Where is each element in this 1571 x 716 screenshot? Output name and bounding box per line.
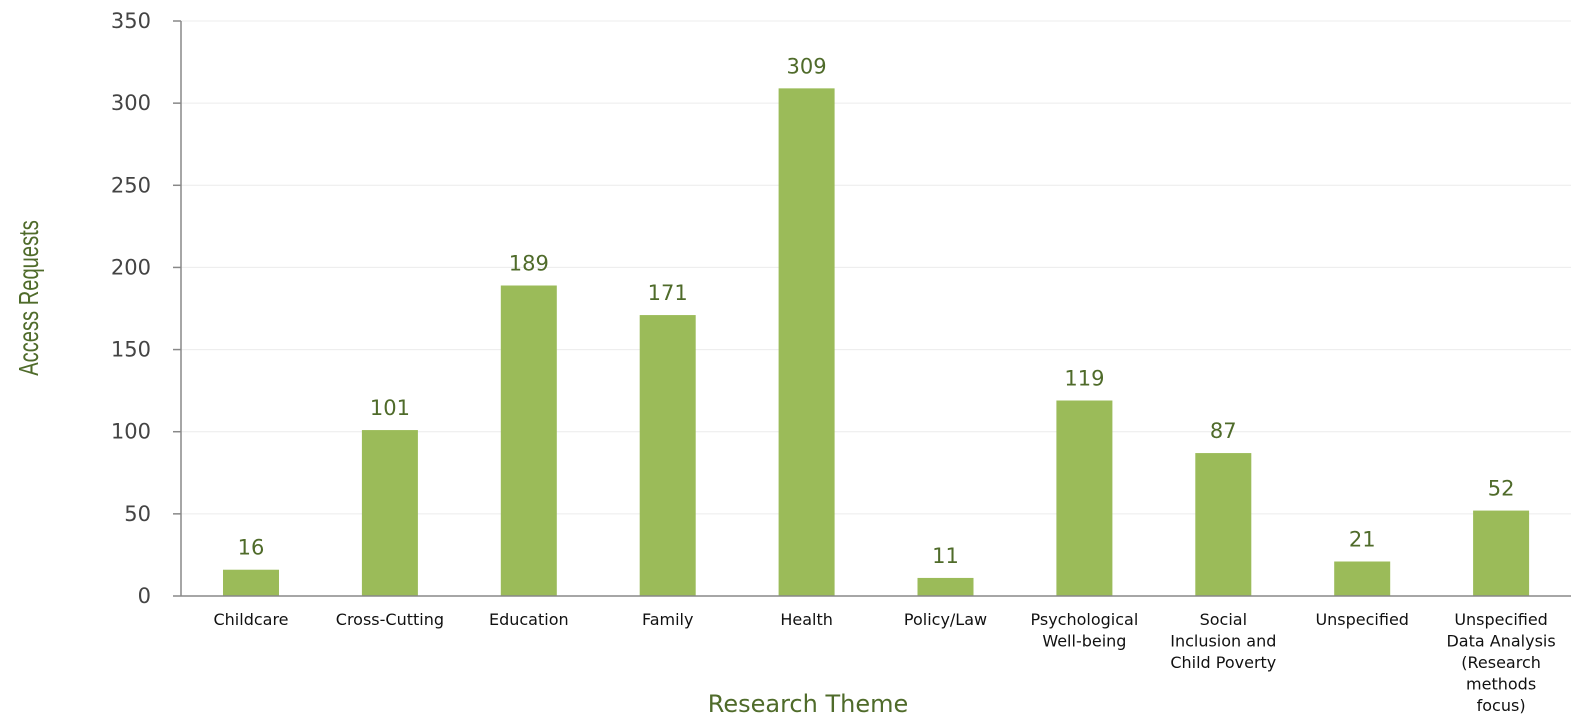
bar-7 bbox=[1056, 400, 1113, 596]
y-tick-label: 50 bbox=[124, 502, 151, 526]
bar-2 bbox=[361, 430, 418, 596]
y-tick-label: 100 bbox=[111, 420, 151, 444]
data-label-5: 309 bbox=[787, 54, 827, 78]
data-label-1: 16 bbox=[238, 536, 265, 560]
data-label-7: 119 bbox=[1064, 367, 1104, 391]
category-label-9: Unspecified bbox=[1315, 610, 1409, 629]
data-label-10: 52 bbox=[1488, 477, 1515, 501]
data-label-9: 21 bbox=[1349, 528, 1376, 552]
y-axis-ticks: 0 50 100 150 200 250 300 350 bbox=[111, 9, 181, 608]
bar-1 bbox=[223, 569, 279, 596]
category-labels: Childcare Cross-Cutting Education Family Hea… bbox=[213, 610, 1555, 715]
bar-9 bbox=[1334, 561, 1391, 596]
category-label-5: Health bbox=[780, 610, 833, 629]
bar-6 bbox=[917, 577, 974, 596]
bar-8 bbox=[1195, 453, 1252, 596]
category-label-8: Social Inclusion and Child Poverty bbox=[1170, 610, 1276, 672]
y-tick-label: 300 bbox=[111, 91, 151, 115]
y-tick-label: 250 bbox=[111, 173, 151, 197]
data-labels: 16 101 189 171 309 11 119 87 21 52 bbox=[238, 54, 1515, 568]
data-label-6: 11 bbox=[932, 544, 959, 568]
y-tick-label: 350 bbox=[111, 9, 151, 33]
y-axis-title: Access Requests bbox=[14, 220, 45, 376]
bar-5 bbox=[778, 88, 835, 596]
category-label-2: Cross-Cutting bbox=[336, 610, 444, 629]
y-tick-label: 0 bbox=[138, 584, 151, 608]
category-label-1: Childcare bbox=[213, 610, 288, 629]
data-label-8: 87 bbox=[1210, 419, 1237, 443]
y-tick-label: 200 bbox=[111, 255, 151, 279]
x-axis-title: Research Theme bbox=[708, 690, 909, 716]
bar-3 bbox=[500, 285, 557, 596]
category-label-3: Education bbox=[489, 610, 569, 629]
data-label-4: 171 bbox=[648, 281, 688, 305]
category-label-4: Family bbox=[642, 610, 693, 629]
bars bbox=[223, 88, 1530, 596]
category-label-7: Psychological Well-being bbox=[1031, 610, 1139, 651]
data-label-3: 189 bbox=[509, 252, 549, 276]
bar-10 bbox=[1473, 510, 1530, 596]
category-label-10: Unspecified Data Analysis (Research methods… bbox=[1446, 610, 1555, 715]
y-tick-label: 150 bbox=[111, 338, 151, 362]
bar-4 bbox=[639, 315, 696, 596]
category-label-6: Policy/Law bbox=[904, 610, 987, 629]
data-label-2: 101 bbox=[370, 396, 410, 420]
